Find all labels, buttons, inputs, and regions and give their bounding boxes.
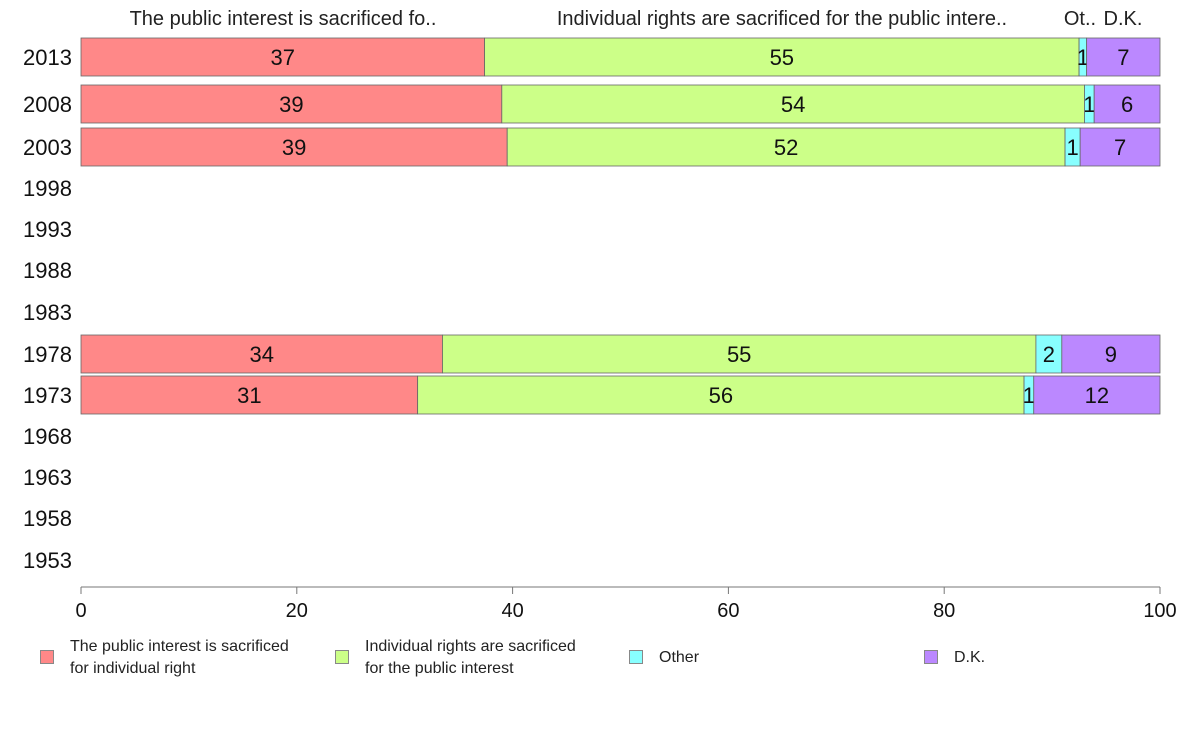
x-tick-label: 80 <box>933 600 955 622</box>
value-label: 7 <box>1117 45 1129 70</box>
value-label: 6 <box>1121 92 1133 117</box>
value-label: 56 <box>709 383 733 408</box>
bar-segment <box>80 127 508 167</box>
value-label: 1 <box>1083 92 1095 117</box>
category-label: 1963 <box>23 465 72 490</box>
value-label: 55 <box>770 45 794 70</box>
category-label: 1958 <box>23 506 72 531</box>
value-label: 39 <box>279 92 303 117</box>
x-tick-label: 40 <box>501 600 523 622</box>
bar-segment <box>442 334 1037 374</box>
x-tick-label: 0 <box>75 600 86 622</box>
bar-segment <box>1061 334 1161 374</box>
legend-label: Other <box>659 649 700 666</box>
value-label: 7 <box>1114 135 1126 160</box>
legend-label: Individual rights are sacrificed for the… <box>365 638 576 677</box>
stacked-bar-chart: The public interest is sacrificed fo.. In… <box>23 8 1177 622</box>
value-label: 9 <box>1105 342 1117 367</box>
value-label: 12 <box>1085 383 1109 408</box>
value-label: 34 <box>249 342 273 367</box>
category-label: 2008 <box>23 92 72 117</box>
legend-swatch <box>629 650 643 664</box>
column-header: D.K. <box>1104 8 1143 30</box>
value-label: 52 <box>774 135 798 160</box>
bar-segment <box>1079 127 1161 167</box>
legend-item-dk: D.K. <box>924 636 985 669</box>
x-tick-label: 60 <box>717 600 739 622</box>
category-label: 1983 <box>23 300 72 325</box>
value-label: 1 <box>1077 45 1089 70</box>
category-label: 1973 <box>23 383 72 408</box>
category-label: 1953 <box>23 548 72 573</box>
category-label: 2013 <box>23 45 72 70</box>
legend-label: D.K. <box>954 649 986 666</box>
category-label: 1988 <box>23 258 72 283</box>
bar-segment <box>484 37 1080 77</box>
value-label: 2 <box>1043 342 1055 367</box>
bar-segment <box>80 37 485 77</box>
bar-segment <box>1035 334 1063 374</box>
column-header: Individual rights are sacrificed for the… <box>557 8 1007 30</box>
column-header: The public interest is sacrificed fo.. <box>130 8 437 30</box>
value-label: 37 <box>271 45 295 70</box>
legend-swatch <box>335 650 349 664</box>
bar-segment <box>1033 375 1161 415</box>
bar-segment <box>417 375 1025 415</box>
legend-item-individual-rights: Individual rights are sacrificed for the… <box>335 636 576 680</box>
value-label: 1 <box>1023 383 1035 408</box>
value-label: 31 <box>237 383 261 408</box>
legend-swatch <box>924 650 938 664</box>
value-label: 54 <box>781 92 805 117</box>
value-label: 39 <box>282 135 306 160</box>
legend-swatch <box>40 650 54 664</box>
bar-segment <box>80 84 503 124</box>
value-label: 1 <box>1066 135 1078 160</box>
legend-item-public-interest: The public interest is sacrificed for in… <box>40 636 289 680</box>
category-label: 1998 <box>23 176 72 201</box>
value-label: 55 <box>727 342 751 367</box>
bar-segment <box>1093 84 1161 124</box>
category-label: 1993 <box>23 217 72 242</box>
x-tick-label: 20 <box>286 600 308 622</box>
bar-segment <box>80 375 419 415</box>
legend-item-other: Other <box>629 636 699 669</box>
category-label: 2003 <box>23 135 72 160</box>
x-tick-label: 100 <box>1143 600 1176 622</box>
column-header: Ot.. <box>1064 8 1096 30</box>
category-label: 1978 <box>23 342 72 367</box>
category-label: 1968 <box>23 424 72 449</box>
legend-label: The public interest is sacrificed for in… <box>70 638 289 677</box>
bar-segment <box>501 84 1085 124</box>
bar-segment <box>1086 37 1161 77</box>
legend: The public interest is sacrificed for in… <box>0 636 1188 686</box>
